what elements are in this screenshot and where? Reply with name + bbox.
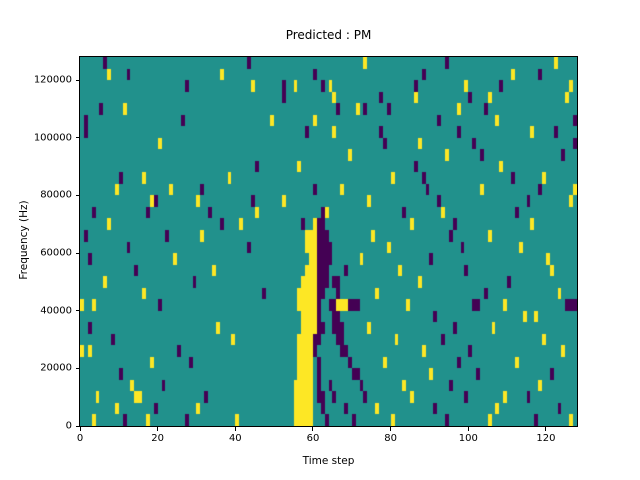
- y-tick-label: 40000: [40, 305, 72, 317]
- x-tick-label: 80: [384, 433, 397, 444]
- y-tick-mark: [75, 367, 79, 369]
- x-tick-label: 120: [536, 433, 556, 444]
- x-tick-label: 40: [228, 433, 242, 444]
- x-tick-label: 60: [306, 433, 320, 444]
- heatmap-axes[interactable]: [79, 56, 578, 427]
- x-tick-mark: [545, 427, 547, 431]
- y-tick-mark: [75, 252, 79, 254]
- page-title: Predicted : PM: [285, 28, 372, 42]
- y-tick-mark: [75, 79, 79, 81]
- x-tick-mark: [312, 427, 314, 431]
- y-tick-label: 120000: [33, 74, 72, 86]
- x-tick-label: 0: [76, 433, 84, 444]
- x-tick-mark: [234, 427, 236, 431]
- y-tick-label: 0: [65, 420, 72, 432]
- y-tick-mark: [75, 137, 79, 139]
- x-tick-mark: [79, 427, 81, 431]
- x-tick-mark: [390, 427, 392, 431]
- y-tick-label: 20000: [40, 362, 72, 374]
- y-tick-mark: [75, 310, 79, 312]
- x-tick-label: 100: [458, 433, 478, 444]
- x-tick-mark: [157, 427, 159, 431]
- y-tick-label: 60000: [40, 247, 72, 259]
- y-tick-label: 80000: [40, 189, 72, 201]
- y-tick-mark: [75, 194, 79, 196]
- heatmap-image[interactable]: [80, 57, 577, 426]
- x-tick-label: 20: [151, 433, 165, 444]
- x-axis-label: Time step: [302, 455, 355, 467]
- y-tick-mark: [75, 425, 79, 427]
- y-tick-label: 100000: [33, 132, 72, 144]
- x-tick-mark: [467, 427, 469, 431]
